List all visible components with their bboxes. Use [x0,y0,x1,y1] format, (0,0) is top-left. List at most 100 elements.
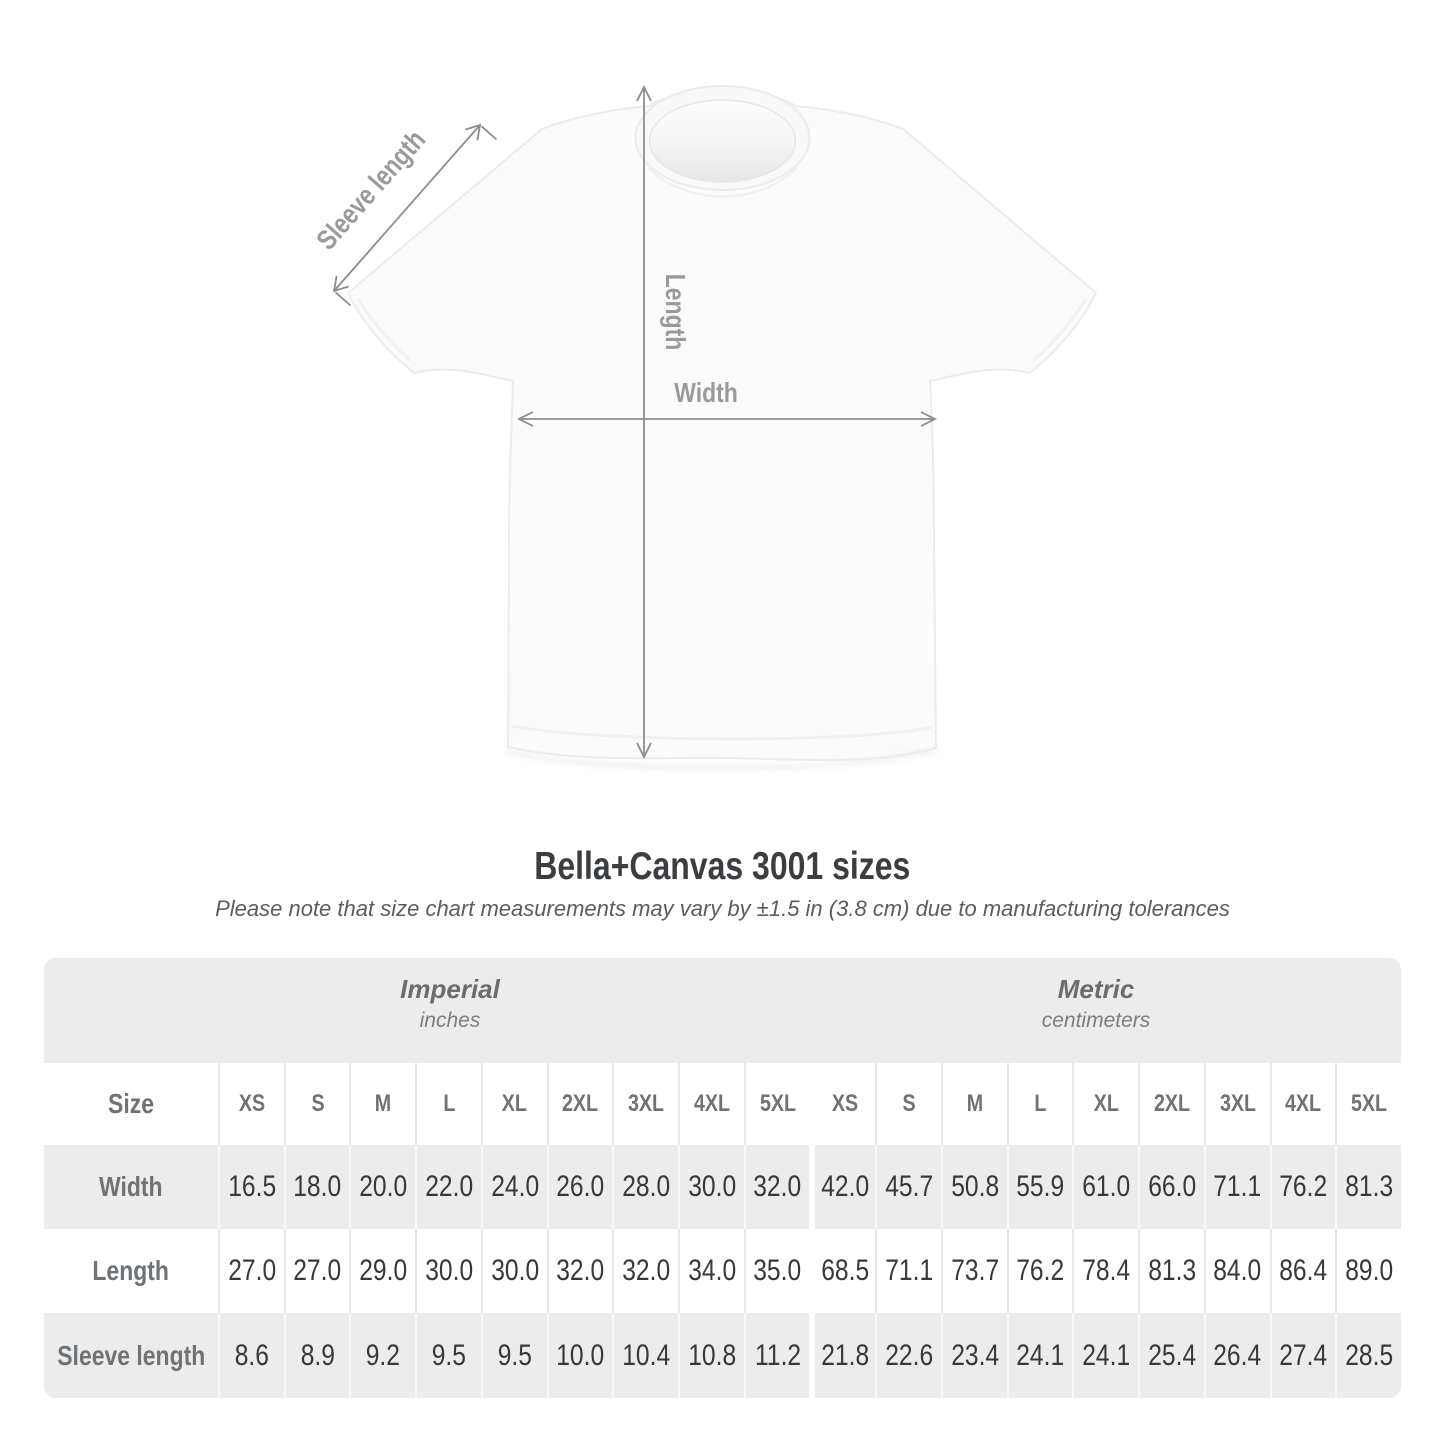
page-title: Bella+Canvas 3001 sizes [0,845,1445,889]
imperial-size-header-text: S [311,1090,325,1117]
metric-size-header: 4XL [1269,1063,1336,1145]
metric-size-header-text: 4XL [1285,1090,1322,1117]
width-label: Width [674,378,738,409]
value-cell-text: 42.0 [821,1170,870,1203]
metric-size-header: 3XL [1203,1063,1270,1145]
value-cell: 25.4 [1138,1313,1204,1398]
length-label: Length [659,274,690,350]
tshirt-measurement-diagram: Sleeve length Length Width [311,84,1098,771]
neck-opening [648,99,797,183]
metric-size-header: XL [1072,1063,1138,1145]
value-cell-text: 71.1 [885,1254,934,1287]
imperial-size-header: XS [218,1063,284,1145]
value-cell: 26.4 [1203,1313,1270,1398]
row-label-text: Width [99,1171,163,1202]
value-cell: 10.4 [612,1313,678,1398]
value-cell-text: 55.9 [1016,1170,1065,1203]
imperial-size-header: 3XL [612,1063,678,1145]
value-cell: 24.1 [1006,1313,1073,1398]
value-cell-text: 18.0 [293,1170,342,1203]
value-cell: 23.4 [940,1313,1007,1398]
value-cell-text: 8.6 [234,1338,269,1372]
value-cell-text: 24.1 [1082,1338,1131,1372]
value-cell: 68.5 [809,1229,875,1313]
value-cell-text: 45.7 [885,1170,934,1203]
imperial-size-header-text: 4XL [693,1090,730,1117]
value-cell: 66.0 [1138,1145,1204,1229]
imperial-size-header: 2XL [546,1063,613,1145]
imperial-unit-label: inches [419,1009,481,1032]
row-label: Length [44,1229,218,1313]
value-cell-text: 84.0 [1213,1254,1262,1287]
metric-size-header-text: 5XL [1351,1090,1388,1117]
value-cell: 10.8 [678,1313,744,1398]
metric-label: Metric [1057,974,1135,1004]
value-cell-text: 26.4 [1213,1338,1262,1372]
metric-size-header-text: XS [832,1090,859,1117]
value-cell-text: 29.0 [359,1254,408,1287]
value-cell: 20.0 [349,1145,415,1229]
value-cell-text: 9.2 [366,1338,401,1372]
value-cell-text: 23.4 [950,1338,999,1372]
value-cell: 76.2 [1269,1145,1336,1229]
value-cell-text: 32.0 [556,1254,605,1287]
value-cell: 24.0 [480,1145,547,1229]
value-cell-text: 10.8 [687,1338,736,1372]
value-cell-text: 22.0 [425,1170,473,1203]
row-label-text: Length [92,1255,170,1286]
value-cell: 30.0 [480,1229,547,1313]
value-cell: 27.0 [218,1229,284,1313]
value-cell-text: 26.0 [556,1170,605,1203]
sleeve-length-arrow [332,123,498,307]
value-cell: 28.0 [612,1145,678,1229]
hem-shadow [505,746,938,771]
table-row-length: Length 27.0 27.0 29.0 30.0 30.0 32.0 32.0 34.0 35… [44,1229,1401,1313]
value-cell-text: 11.2 [754,1338,801,1372]
value-cell: 81.3 [1138,1229,1204,1313]
value-cell: 89.0 [1335,1229,1401,1313]
value-cell: 45.7 [875,1145,941,1229]
value-cell: 28.5 [1335,1313,1401,1398]
value-cell: 10.0 [546,1313,613,1398]
value-cell-text: 24.1 [1016,1338,1065,1372]
value-cell: 55.9 [1006,1145,1073,1229]
value-cell: 22.6 [875,1313,941,1398]
imperial-size-header: XL [480,1063,547,1145]
value-cell: 9.2 [349,1313,415,1398]
imperial-group-header: Imperial inches [400,972,500,1036]
right-cuff-seam [1033,298,1088,362]
value-cell: 8.6 [218,1313,284,1398]
value-cell-text: 61.0 [1082,1170,1131,1203]
table-group-header: Imperial inches Metric centimeters [44,958,1401,1063]
value-cell-text: 32.0 [622,1254,671,1287]
value-cell-text: 89.0 [1345,1254,1394,1287]
page-title-text: Bella+Canvas 3001 sizes [534,845,911,888]
value-cell: 30.0 [415,1229,481,1313]
value-cell: 24.1 [1072,1313,1138,1398]
metric-size-header-text: 2XL [1153,1090,1191,1117]
value-cell: 71.1 [875,1229,941,1313]
collar-seam [647,167,798,198]
value-cell-text: 32.0 [753,1170,802,1203]
value-cell-text: 86.4 [1279,1254,1328,1287]
imperial-size-header-text: 2XL [562,1090,599,1117]
value-cell-text: 20.0 [359,1170,408,1203]
imperial-size-header-text: XS [238,1090,265,1117]
imperial-size-header-text: 5XL [759,1090,796,1117]
table-row-sleeve-length: Sleeve length 8.6 8.9 9.2 9.5 9.5 10.0 10.4 10.8… [44,1313,1401,1398]
hem-seam [511,724,933,741]
table-row-width: Width 16.5 18.0 20.0 22.0 24.0 26.0 28.0 30.0 32.… [44,1145,1401,1229]
value-cell-text: 27.4 [1279,1338,1328,1372]
width-arrow [516,411,938,427]
metric-size-header: 2XL [1138,1063,1204,1145]
imperial-size-header-text: M [375,1090,392,1117]
value-cell: 73.7 [940,1229,1007,1313]
imperial-label: Imperial [400,974,500,1004]
value-cell: 42.0 [809,1145,875,1229]
metric-size-header: XS [809,1063,875,1145]
value-cell-text: 76.2 [1279,1170,1328,1203]
size-table: Imperial inches Metric centimeters Size X… [44,958,1401,1398]
value-cell: 86.4 [1269,1229,1336,1313]
value-cell: 34.0 [678,1229,744,1313]
